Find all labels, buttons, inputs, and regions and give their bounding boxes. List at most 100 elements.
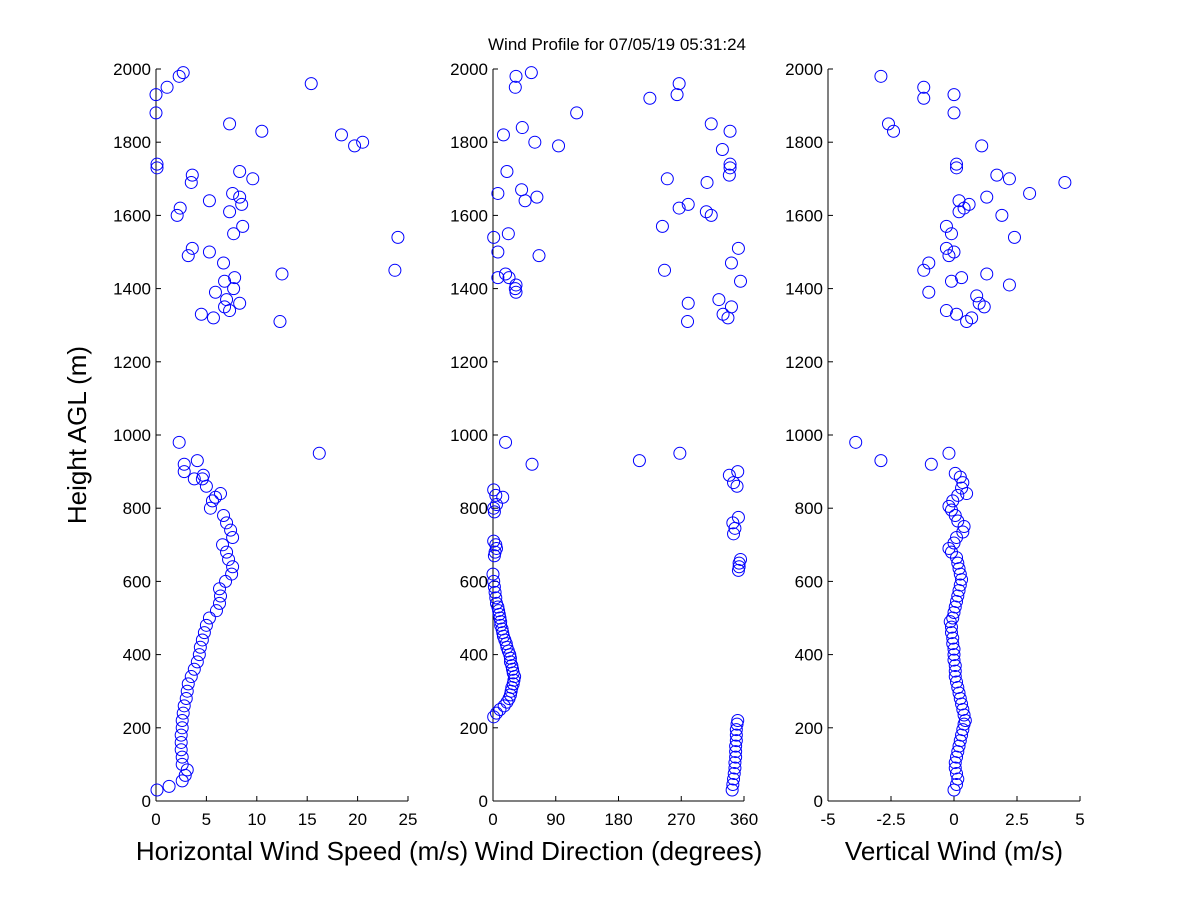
data-point — [699, 205, 713, 219]
data-point — [217, 509, 231, 523]
data-point — [939, 304, 953, 318]
data-point — [180, 684, 194, 698]
data-point — [729, 723, 743, 737]
data-point — [150, 157, 164, 171]
data-point — [552, 139, 566, 153]
data-point — [195, 633, 209, 647]
data-point — [948, 659, 962, 673]
data-point — [496, 490, 510, 504]
data-point — [501, 227, 515, 241]
data-point — [729, 734, 743, 748]
data-point — [491, 245, 505, 259]
data-point — [917, 91, 931, 105]
data-point — [199, 618, 213, 632]
data-point — [528, 135, 542, 149]
data-point — [950, 675, 964, 689]
data-point — [170, 208, 184, 222]
y-tick-label: 400 — [460, 646, 488, 665]
data-point — [947, 88, 961, 102]
direction-panel: 0 200 400 600 800 1000 1200 1400 1600 1800 2000 0 90… — [450, 60, 762, 866]
data-point — [922, 285, 936, 299]
figure-title: Wind Profile for 07/05/19 05:31:24 — [488, 35, 746, 54]
y-tick-label: 200 — [123, 719, 151, 738]
data-point — [716, 307, 730, 321]
data-point — [944, 503, 958, 517]
y-tick-label: 1200 — [113, 353, 151, 372]
data-point — [1002, 278, 1016, 292]
y-tick-label: 800 — [460, 499, 488, 518]
data-point — [491, 186, 505, 200]
data-point — [532, 249, 546, 263]
x-axis-label: Vertical Wind (m/s) — [845, 836, 1063, 866]
data-point — [525, 457, 539, 471]
data-point — [493, 703, 507, 716]
data-point — [874, 69, 888, 83]
data-point — [715, 143, 729, 157]
data-point — [849, 435, 863, 449]
data-point — [942, 446, 956, 460]
data-point — [947, 536, 961, 550]
data-point — [632, 454, 646, 468]
data-point — [727, 767, 741, 781]
data-point — [704, 208, 718, 222]
data-point — [489, 706, 503, 720]
data-point — [990, 168, 1004, 182]
data-point — [497, 699, 511, 713]
data-point — [946, 631, 960, 645]
data-point — [162, 779, 176, 793]
x-tick-label: 25 — [399, 810, 418, 829]
data-point — [222, 552, 236, 566]
y-tick-label: 400 — [123, 646, 151, 665]
data-point — [202, 611, 216, 625]
data-point — [672, 201, 686, 215]
data-point — [489, 596, 503, 610]
data-point — [729, 750, 743, 764]
data-point — [700, 175, 714, 189]
data-point — [213, 596, 227, 610]
data-point — [334, 128, 348, 142]
data-point — [487, 501, 501, 515]
data-point — [487, 230, 501, 244]
data-point — [209, 604, 223, 618]
x-tick-label: 0 — [949, 810, 958, 829]
data-point — [943, 615, 957, 629]
x-tick-label: 5 — [202, 810, 211, 829]
data-point — [194, 307, 208, 321]
data-point — [917, 263, 931, 277]
data-point — [304, 77, 318, 91]
data-point — [226, 560, 240, 574]
data-point — [196, 468, 210, 482]
x-tick-label: 5 — [1075, 810, 1084, 829]
data-point — [1058, 175, 1072, 189]
x-tick-label: 360 — [730, 810, 758, 829]
data-point — [948, 670, 962, 684]
data-point — [734, 274, 748, 288]
data-point — [218, 300, 232, 314]
data-point — [487, 574, 501, 588]
data-point — [177, 699, 191, 713]
y-tick-label: 2000 — [785, 60, 823, 79]
data-point — [951, 514, 965, 528]
y-tick-label: 1800 — [450, 133, 488, 152]
data-point — [723, 161, 737, 175]
data-point — [223, 117, 237, 131]
data-point — [515, 121, 529, 135]
data-point — [965, 311, 979, 325]
data-point — [216, 538, 230, 552]
data-point — [955, 271, 969, 285]
data-point — [246, 172, 260, 186]
y-tick-label: 1600 — [113, 206, 151, 225]
data-point — [1002, 172, 1016, 186]
data-point — [175, 721, 189, 735]
data-point — [724, 256, 738, 270]
data-point — [723, 124, 737, 138]
data-point — [220, 293, 234, 307]
data-point — [950, 767, 964, 781]
data-point — [980, 190, 994, 204]
data-point — [499, 267, 513, 281]
data-point — [730, 479, 744, 493]
data-point — [947, 648, 961, 662]
x-axis-label: Wind Direction (degrees) — [475, 836, 763, 866]
x-tick-label: 270 — [667, 810, 695, 829]
